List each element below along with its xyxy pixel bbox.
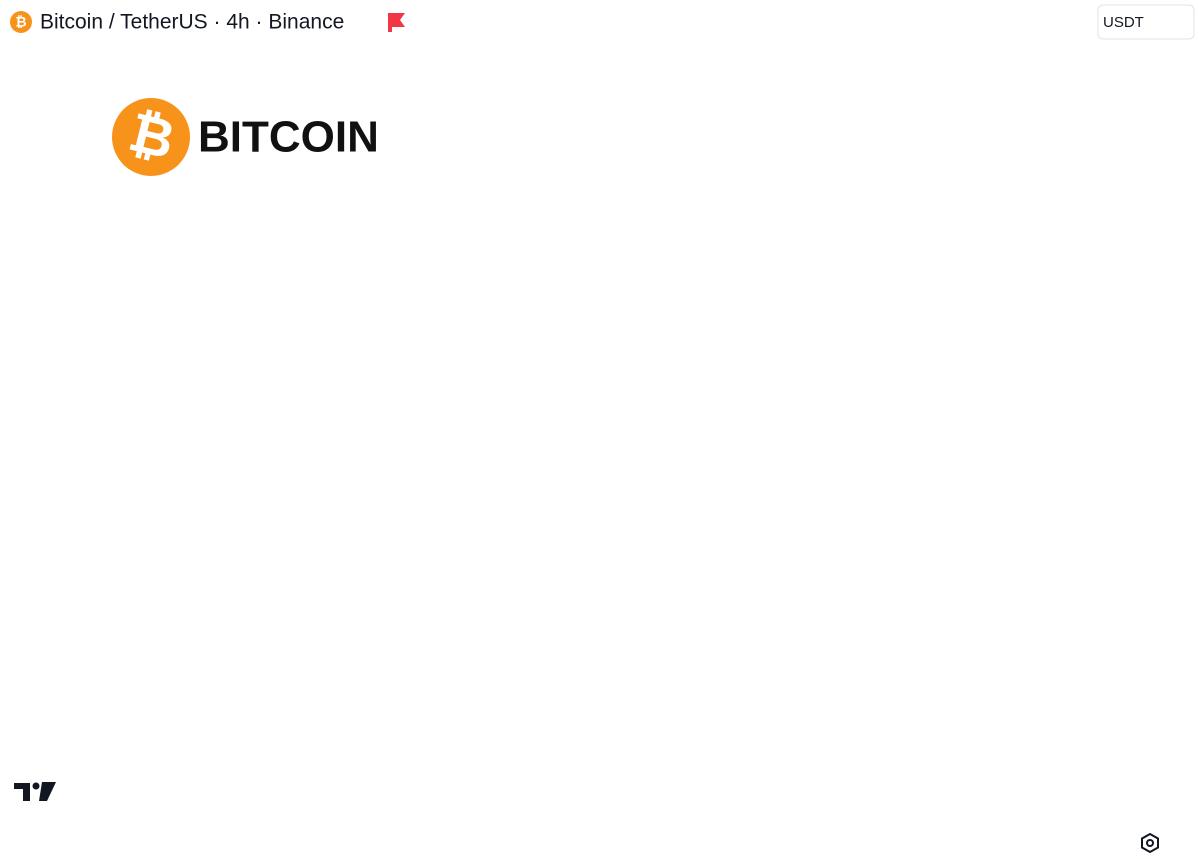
- title-icon: [10, 11, 32, 33]
- chart-title: Bitcoin / TetherUS · 4h · Binance: [40, 11, 344, 34]
- currency-label[interactable]: USDT: [1103, 14, 1144, 31]
- settings-icon[interactable]: [1141, 832, 1159, 854]
- title-icon-symbol: ₿: [15, 14, 26, 30]
- logo-text: BITCOIN: [198, 113, 379, 162]
- flag-icon[interactable]: [388, 13, 405, 32]
- logo-icon: [112, 98, 190, 176]
- currency-button[interactable]: [1097, 4, 1195, 40]
- tradingview-logo: [14, 782, 56, 801]
